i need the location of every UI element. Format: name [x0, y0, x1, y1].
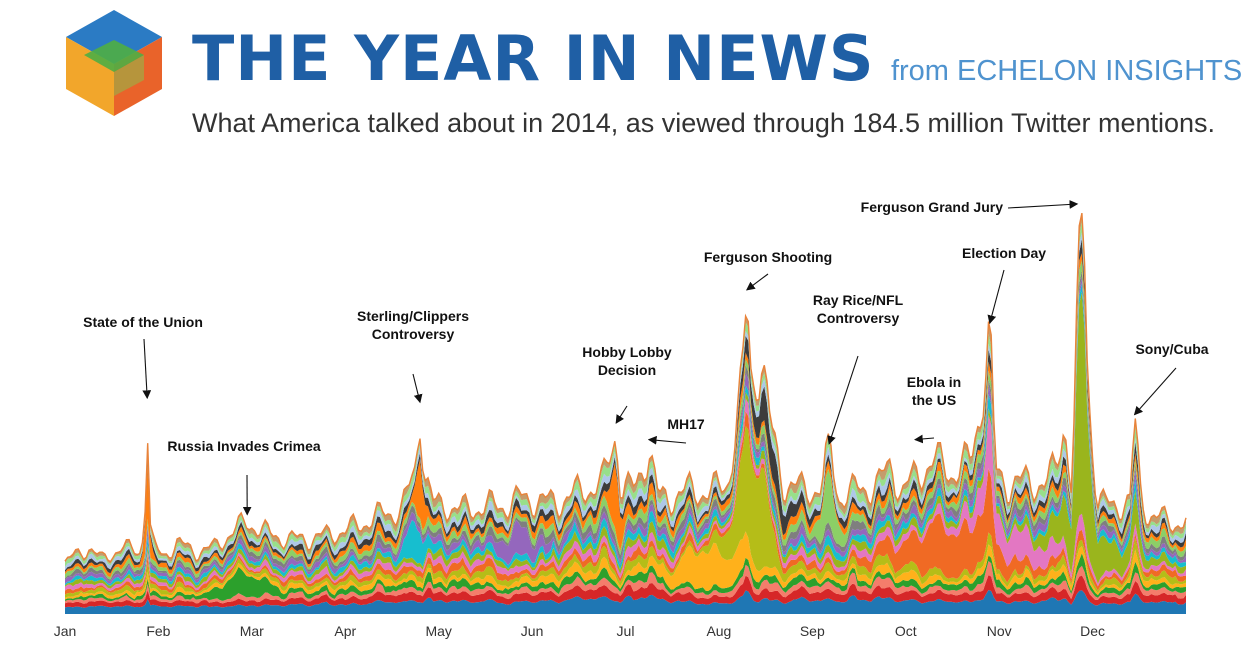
annotation-label: Sony/Cuba — [1135, 341, 1208, 357]
stream-layer — [65, 575, 1186, 608]
event-annotation: MH17 — [647, 416, 705, 445]
echelon-logo — [66, 10, 162, 116]
stream-layer — [65, 398, 1186, 591]
annotation-arrow — [412, 373, 423, 404]
stream-layer — [65, 411, 1186, 595]
annotation-label: Ferguson Grand Jury — [861, 199, 1004, 215]
annotation-arrow — [647, 435, 687, 445]
annotation-label: Hobby Lobby — [582, 344, 672, 360]
annotation-arrow — [914, 434, 935, 444]
annotation-label: Ferguson Shooting — [704, 249, 832, 265]
annotation-arrow — [615, 405, 628, 424]
x-tick-label: Mar — [240, 623, 264, 639]
title-row: THE YEAR IN NEWS from ECHELON INSIGHTS — [192, 22, 1242, 95]
event-annotation: Russia Invades Crimea — [167, 438, 321, 516]
event-annotation: Ebola in the US — [907, 374, 961, 444]
annotation-label: State of the Union — [83, 314, 203, 330]
event-annotation: Ray Rice/NFL Controversy — [813, 292, 904, 445]
event-annotation: Election Day — [962, 245, 1046, 325]
annotation-label: Election Day — [962, 245, 1046, 261]
stream-layer — [65, 253, 1186, 578]
byline: from ECHELON INSIGHTS — [890, 55, 1243, 87]
subtitle: What America talked about in 2014, as vi… — [192, 108, 1216, 138]
stream-layer — [65, 590, 1186, 614]
x-tick-label: Oct — [895, 623, 917, 639]
annotation-label: the US — [912, 392, 956, 408]
logo-left-face — [66, 37, 114, 116]
annotation-label: Controversy — [817, 310, 900, 326]
stream-layer — [65, 239, 1186, 574]
annotation-label: Decision — [598, 362, 656, 378]
logo-inner-facet — [114, 55, 144, 96]
event-annotation: Hobby Lobby Decision — [582, 344, 672, 424]
logo-center-band — [84, 40, 144, 72]
x-tick-label: Nov — [987, 623, 1012, 639]
x-tick-label: Jul — [617, 623, 635, 639]
annotation-label: Sterling/Clippers — [357, 308, 469, 324]
page-title: THE YEAR IN NEWS — [192, 22, 875, 95]
event-annotation: Ferguson Shooting — [704, 249, 832, 291]
annotation-label: Ray Rice/NFL — [813, 292, 904, 308]
event-annotation: Ferguson Grand Jury — [861, 199, 1079, 215]
x-tick-label: Jan — [54, 623, 77, 639]
annotation-arrow — [142, 338, 152, 400]
event-annotation: State of the Union — [83, 314, 203, 400]
annotation-label: Ebola in — [907, 374, 961, 390]
annotation-arrow — [987, 269, 1005, 325]
annotation-label: MH17 — [667, 416, 705, 432]
annotation-arrow — [746, 273, 769, 291]
annotation-arrow — [827, 355, 859, 445]
stream-top-outline — [64, 212, 1187, 563]
x-tick-label: Apr — [334, 623, 356, 639]
x-tick-label: Sep — [800, 623, 825, 639]
x-tick-label: May — [425, 623, 451, 639]
annotation-label: Controversy — [372, 326, 455, 342]
stream-layer — [65, 561, 1186, 604]
event-annotation: Sterling/Clippers Controversy — [357, 308, 469, 404]
x-tick-label: Aug — [706, 623, 731, 639]
event-annotation: Sony/Cuba — [1133, 341, 1209, 416]
x-tick-label: Jun — [521, 623, 544, 639]
annotation-arrow — [1133, 367, 1177, 416]
annotation-arrow — [1007, 200, 1079, 209]
stream-layers — [65, 213, 1186, 614]
x-tick-label: Feb — [146, 623, 170, 639]
annotation-label: Russia Invades Crimea — [167, 438, 321, 454]
x-tick-label: Dec — [1080, 623, 1105, 639]
